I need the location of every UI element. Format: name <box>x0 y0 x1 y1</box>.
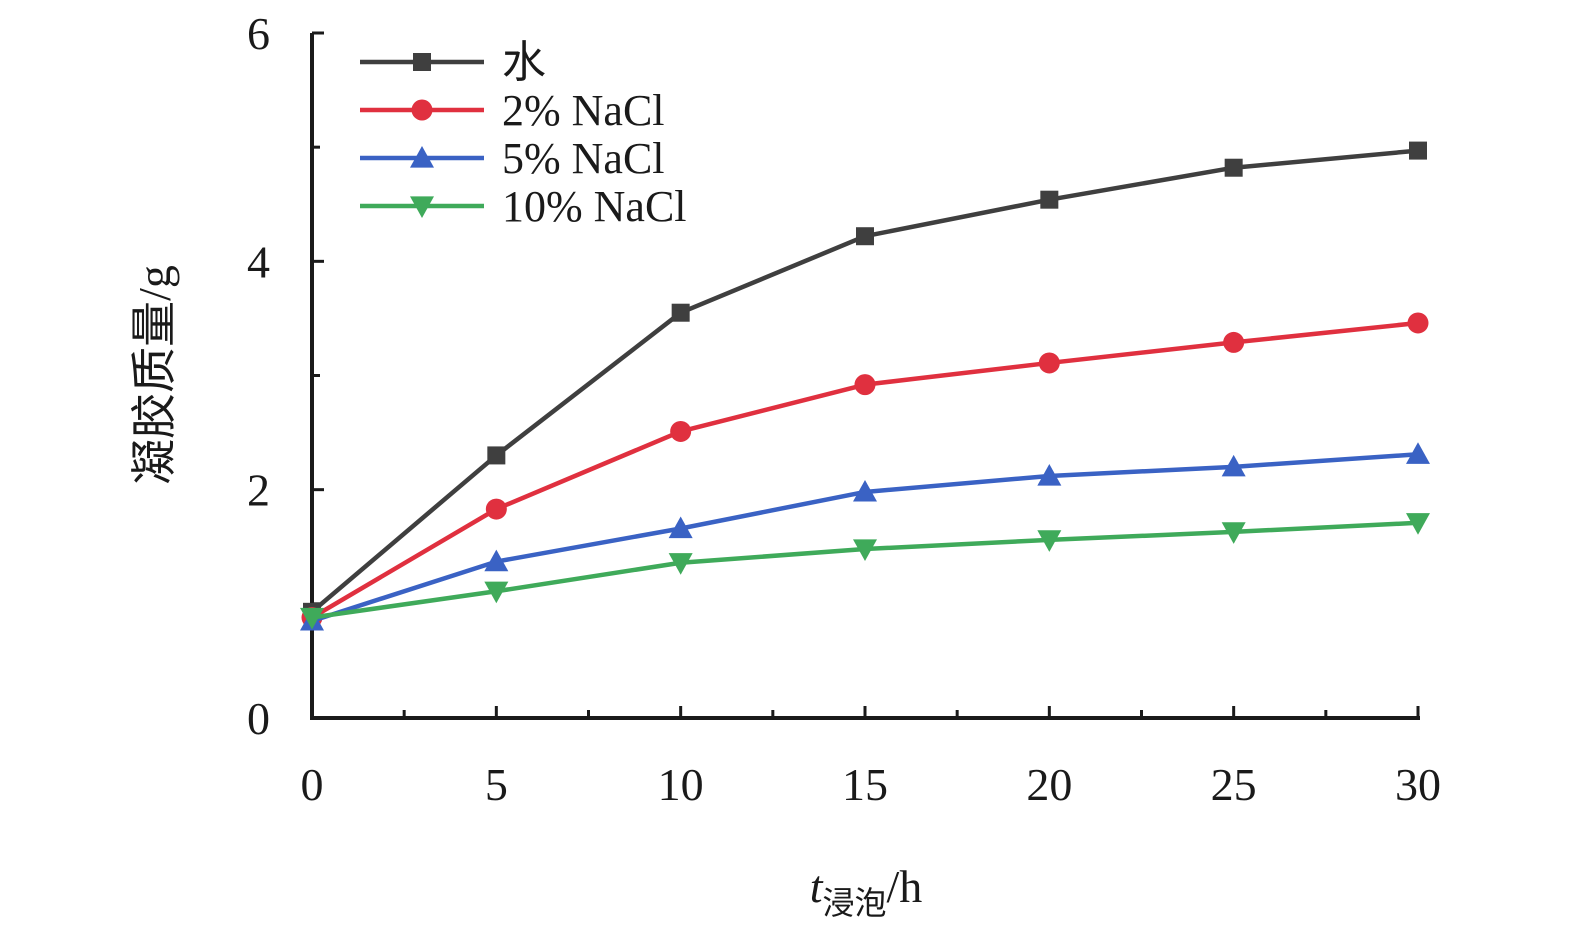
y-tick-label: 6 <box>247 8 270 59</box>
legend-marker <box>413 53 431 71</box>
data-point <box>1223 331 1245 353</box>
x-tick-label: 25 <box>1211 759 1257 810</box>
data-point <box>671 303 690 322</box>
series-3 <box>300 513 1430 630</box>
legend-label: 10% NaCl <box>502 182 687 231</box>
x-tick-label: 20 <box>1026 759 1072 810</box>
x-tick-label: 10 <box>658 759 704 810</box>
data-point <box>484 549 509 572</box>
data-point <box>854 374 876 396</box>
legend-label: 2% NaCl <box>502 86 665 135</box>
x-axis-title-main: t <box>810 861 824 912</box>
series-layer <box>300 141 1430 631</box>
legend-entry: 水 <box>360 38 546 87</box>
data-point <box>853 479 877 502</box>
data-point <box>1407 312 1429 334</box>
y-axis-title: 凝胶质量/g <box>129 265 180 485</box>
data-point <box>1037 463 1062 486</box>
data-point <box>1037 530 1062 552</box>
data-point <box>484 581 509 604</box>
data-point <box>853 539 877 562</box>
data-point <box>1406 513 1430 535</box>
x-tick-label: 0 <box>301 759 324 810</box>
data-point <box>1221 454 1246 477</box>
data-point <box>668 516 693 539</box>
data-point <box>1224 158 1243 177</box>
data-point <box>1409 141 1427 160</box>
x-tick-label: 5 <box>485 759 508 810</box>
legend-entry: 10% NaCl <box>360 182 687 231</box>
y-tick-label: 4 <box>247 236 270 287</box>
data-point <box>856 227 874 246</box>
legend-entry: 2% NaCl <box>360 86 665 135</box>
data-point <box>1221 522 1246 544</box>
data-point <box>485 498 507 520</box>
data-point <box>670 420 692 442</box>
legend-marker <box>411 99 433 121</box>
legend-label: 5% NaCl <box>502 134 665 183</box>
axes: 0 5 10 15 20 25 30 0 2 4 6 <box>247 8 1441 810</box>
data-point <box>487 446 506 465</box>
data-point <box>1040 190 1059 209</box>
series-2 <box>300 442 1430 631</box>
legend-marker <box>410 196 434 218</box>
x-tick-label: 30 <box>1395 759 1441 810</box>
y-ticks: 0 2 4 6 <box>247 8 324 744</box>
x-axis-title-unit: /h <box>887 861 923 912</box>
legend-label: 水 <box>502 38 546 87</box>
x-ticks: 0 5 10 15 20 25 30 <box>301 706 1441 810</box>
data-point <box>300 607 324 630</box>
legend-entry: 5% NaCl <box>360 134 665 183</box>
x-axis-title: t浸泡/h <box>810 861 923 921</box>
legend-marker <box>410 146 434 168</box>
data-point <box>1406 442 1430 464</box>
y-tick-label: 0 <box>247 693 270 744</box>
x-tick-label: 15 <box>842 759 888 810</box>
y-tick-label: 2 <box>247 465 270 516</box>
data-point <box>1038 352 1060 374</box>
x-axis-title-subscript: 浸泡 <box>822 885 886 921</box>
series-line <box>311 520 1419 620</box>
series-0 <box>303 141 1427 621</box>
series-1 <box>301 312 1429 629</box>
data-point <box>668 553 693 575</box>
